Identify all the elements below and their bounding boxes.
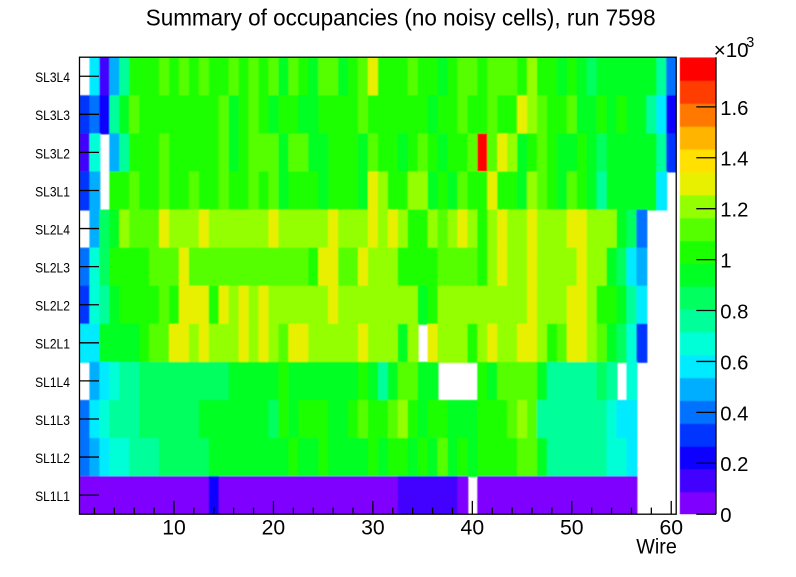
svg-text:1.6: 1.6 xyxy=(720,98,748,120)
svg-text:×10: ×10 xyxy=(714,39,749,62)
svg-text:SL2L2: SL2L2 xyxy=(35,299,70,315)
svg-text:SL2L4: SL2L4 xyxy=(35,222,70,238)
svg-text:1.2: 1.2 xyxy=(720,200,748,222)
svg-text:20: 20 xyxy=(262,516,286,539)
svg-text:SL2L3: SL2L3 xyxy=(35,261,70,277)
svg-text:SL3L4: SL3L4 xyxy=(35,70,70,86)
svg-text:1: 1 xyxy=(720,251,731,273)
svg-text:SL1L1: SL1L1 xyxy=(35,489,70,505)
svg-text:0.2: 0.2 xyxy=(720,454,748,476)
svg-text:SL1L4: SL1L4 xyxy=(35,375,70,391)
svg-text:0.4: 0.4 xyxy=(720,403,748,425)
svg-text:0: 0 xyxy=(720,505,731,527)
svg-text:SL3L3: SL3L3 xyxy=(35,108,70,124)
svg-text:30: 30 xyxy=(361,516,385,539)
svg-text:Summary of occupancies (no noi: Summary of occupancies (no noisy cells),… xyxy=(146,4,656,30)
svg-text:SL3L2: SL3L2 xyxy=(35,146,70,162)
svg-text:40: 40 xyxy=(461,516,485,539)
svg-text:1.4: 1.4 xyxy=(720,149,748,171)
svg-text:SL2L1: SL2L1 xyxy=(35,337,70,353)
svg-text:0.6: 0.6 xyxy=(720,352,748,374)
svg-text:60: 60 xyxy=(659,516,683,539)
svg-text:SL1L3: SL1L3 xyxy=(35,413,70,429)
svg-text:10: 10 xyxy=(162,516,186,539)
svg-text:SL1L2: SL1L2 xyxy=(35,451,70,467)
svg-text:3: 3 xyxy=(746,35,754,51)
svg-text:SL3L1: SL3L1 xyxy=(35,184,70,200)
svg-text:Wire: Wire xyxy=(636,535,677,559)
svg-text:0.8: 0.8 xyxy=(720,301,748,323)
svg-text:50: 50 xyxy=(560,516,584,539)
